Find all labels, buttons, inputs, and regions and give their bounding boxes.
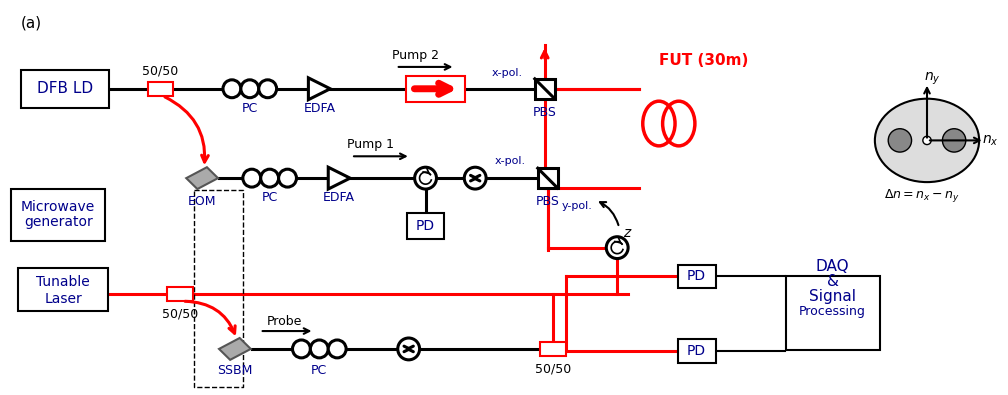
Polygon shape: [219, 338, 251, 360]
Circle shape: [292, 340, 310, 358]
Ellipse shape: [875, 99, 979, 182]
Circle shape: [243, 169, 261, 187]
Text: 50/50: 50/50: [534, 362, 571, 375]
Circle shape: [261, 169, 278, 187]
Bar: [167, 288, 194, 301]
Bar: [147, 82, 173, 96]
Circle shape: [923, 136, 931, 145]
Bar: [535, 79, 554, 99]
Circle shape: [398, 338, 419, 360]
Text: DFB LD: DFB LD: [37, 81, 93, 96]
Text: &: &: [827, 274, 839, 289]
Circle shape: [942, 129, 966, 152]
Bar: [406, 213, 445, 239]
Text: Processing: Processing: [799, 305, 866, 318]
Text: Probe: Probe: [267, 315, 302, 327]
Text: Pump 2: Pump 2: [392, 49, 439, 62]
Text: x-pol.: x-pol.: [494, 156, 525, 166]
Bar: [539, 342, 565, 356]
Text: Pump 1: Pump 1: [348, 138, 394, 151]
Bar: [18, 267, 108, 311]
Bar: [677, 265, 716, 288]
Bar: [21, 70, 109, 107]
Text: EDFA: EDFA: [324, 192, 355, 205]
Text: Signal: Signal: [809, 289, 856, 304]
Polygon shape: [308, 78, 331, 100]
Circle shape: [414, 167, 436, 189]
Bar: [677, 339, 716, 363]
Text: EDFA: EDFA: [303, 102, 336, 115]
Text: PBS: PBS: [536, 196, 559, 209]
Text: PC: PC: [261, 192, 278, 205]
Circle shape: [241, 80, 259, 98]
Polygon shape: [329, 167, 350, 189]
Text: $\Delta n=n_x-n_y$: $\Delta n=n_x-n_y$: [884, 186, 960, 203]
Text: PBS: PBS: [533, 106, 556, 119]
Text: (a): (a): [21, 16, 42, 31]
Bar: [537, 168, 557, 188]
Text: Laser: Laser: [44, 292, 82, 306]
Bar: [11, 189, 105, 241]
Circle shape: [329, 340, 346, 358]
Text: generator: generator: [24, 215, 93, 229]
Text: PD: PD: [416, 219, 435, 233]
Text: x-pol.: x-pol.: [492, 68, 522, 78]
Text: y-pol.: y-pol.: [562, 201, 593, 211]
Circle shape: [888, 129, 911, 152]
Circle shape: [310, 340, 329, 358]
Text: 50/50: 50/50: [142, 64, 178, 77]
Text: 50/50: 50/50: [162, 308, 199, 321]
Polygon shape: [186, 167, 218, 189]
Text: SSBM: SSBM: [217, 364, 253, 377]
Bar: [785, 276, 880, 350]
Text: z: z: [624, 226, 631, 240]
Text: PD: PD: [687, 344, 707, 358]
Circle shape: [278, 169, 296, 187]
Circle shape: [606, 237, 628, 259]
Text: $n_x$: $n_x$: [982, 133, 999, 148]
Circle shape: [465, 167, 486, 189]
Circle shape: [223, 80, 241, 98]
Text: PC: PC: [242, 102, 258, 115]
Circle shape: [259, 80, 276, 98]
Text: PD: PD: [687, 269, 707, 284]
Text: PC: PC: [311, 364, 328, 377]
Text: $n_y$: $n_y$: [923, 71, 940, 87]
Text: EOM: EOM: [187, 196, 217, 209]
Text: DAQ: DAQ: [815, 259, 850, 274]
Bar: [405, 76, 466, 102]
Text: Tunable: Tunable: [36, 275, 90, 290]
Text: FUT (30m): FUT (30m): [659, 53, 748, 68]
Text: Microwave: Microwave: [21, 200, 96, 214]
